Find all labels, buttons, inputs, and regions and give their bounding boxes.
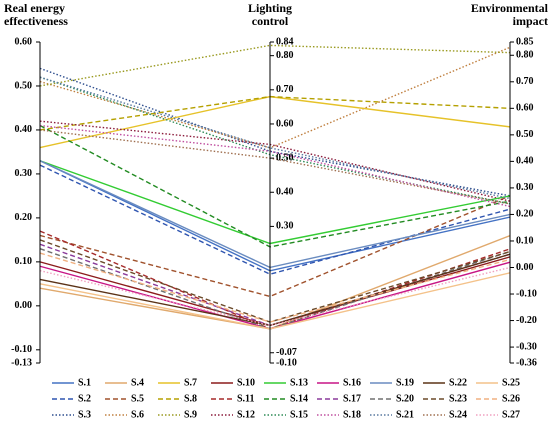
tick-label: 0.50 — [516, 129, 534, 140]
legend-label: S.27 — [502, 409, 520, 420]
series-line — [39, 76, 511, 205]
tick-label: -0.20 — [516, 315, 537, 326]
tick-label: -0.10 — [11, 344, 32, 355]
legend-label: S.6 — [131, 409, 144, 420]
series-line — [39, 266, 511, 327]
tick-label: -0.36 — [516, 357, 537, 368]
legend-label: S.26 — [502, 393, 520, 404]
series-line — [39, 76, 511, 200]
series-line — [39, 67, 511, 197]
legend-label: S.10 — [237, 377, 255, 388]
tick-label: 0.70 — [276, 84, 294, 95]
legend-label: S.17 — [343, 393, 361, 404]
axis-title: Real energy effectiveness — [4, 1, 68, 28]
legend-label: S.5 — [131, 393, 144, 404]
tick-label: 0.10 — [15, 256, 33, 267]
tick-label: -0.10 — [516, 288, 537, 299]
legend-label: S.22 — [449, 377, 467, 388]
tick-label: 0.80 — [276, 50, 294, 61]
tick-label: 0.40 — [276, 187, 294, 198]
legend-label: S.14 — [290, 393, 308, 404]
legend-label: S.15 — [290, 409, 308, 420]
tick-label: 0.40 — [15, 124, 33, 135]
tick-label: 0.30 — [516, 182, 534, 193]
tick-label: 0.70 — [516, 76, 534, 87]
series-line — [39, 195, 511, 298]
tick-label: -0.07 — [276, 347, 297, 358]
tick-label: 0.80 — [516, 50, 534, 61]
tick-label: 0.40 — [516, 156, 534, 167]
series-line — [39, 164, 511, 275]
tick-label: -0.13 — [11, 357, 32, 368]
tick-label: 0.20 — [15, 212, 33, 223]
legend-label: S.2 — [78, 393, 91, 404]
tick-label: 0.50 — [15, 80, 33, 91]
legend-label: S.12 — [237, 409, 255, 420]
tick-label: 0.00 — [516, 262, 534, 273]
legend-label: S.11 — [237, 393, 255, 404]
tick-label: -0.10 — [276, 357, 297, 368]
tick-label: -0.30 — [516, 341, 537, 352]
legend-label: S.20 — [396, 393, 414, 404]
tick-label: 0.30 — [15, 168, 33, 179]
legend-label: S.24 — [449, 409, 467, 420]
legend-label: S.19 — [396, 377, 414, 388]
series-line — [39, 160, 511, 245]
tick-label: 0.20 — [516, 209, 534, 220]
axis-title: Environmental impact — [470, 1, 548, 28]
legend-label: S.3 — [78, 409, 91, 420]
tick-label: 0.50 — [276, 152, 294, 163]
tick-label: 0.85 — [516, 36, 534, 47]
legend-label: S.8 — [184, 393, 197, 404]
legend-label: S.21 — [396, 409, 414, 420]
legend-label: S.23 — [449, 393, 467, 404]
legend-label: S.1 — [78, 377, 91, 388]
legend-label: S.9 — [184, 409, 197, 420]
legend-label: S.18 — [343, 409, 361, 420]
axis-title: Lighting control — [247, 1, 292, 28]
tick-label: 0.60 — [15, 36, 33, 47]
tick-label: 0.30 — [276, 221, 294, 232]
legend-label: S.7 — [184, 377, 197, 388]
legend-label: S.25 — [502, 377, 520, 388]
legend-label: S.16 — [343, 377, 361, 388]
tick-label: 0.60 — [516, 103, 534, 114]
series-line — [39, 256, 511, 327]
legend-label: S.4 — [131, 377, 144, 388]
series-line — [39, 44, 511, 87]
legend-label: S.13 — [290, 377, 308, 388]
tick-label: 0.00 — [15, 300, 33, 311]
tick-label: 0.84 — [276, 36, 294, 47]
tick-label: 0.60 — [276, 118, 294, 129]
tick-label: 0.10 — [516, 235, 534, 246]
